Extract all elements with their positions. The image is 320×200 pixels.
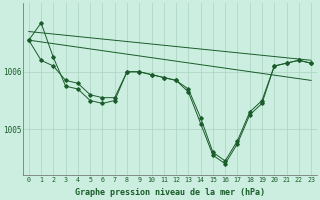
- X-axis label: Graphe pression niveau de la mer (hPa): Graphe pression niveau de la mer (hPa): [75, 188, 265, 197]
